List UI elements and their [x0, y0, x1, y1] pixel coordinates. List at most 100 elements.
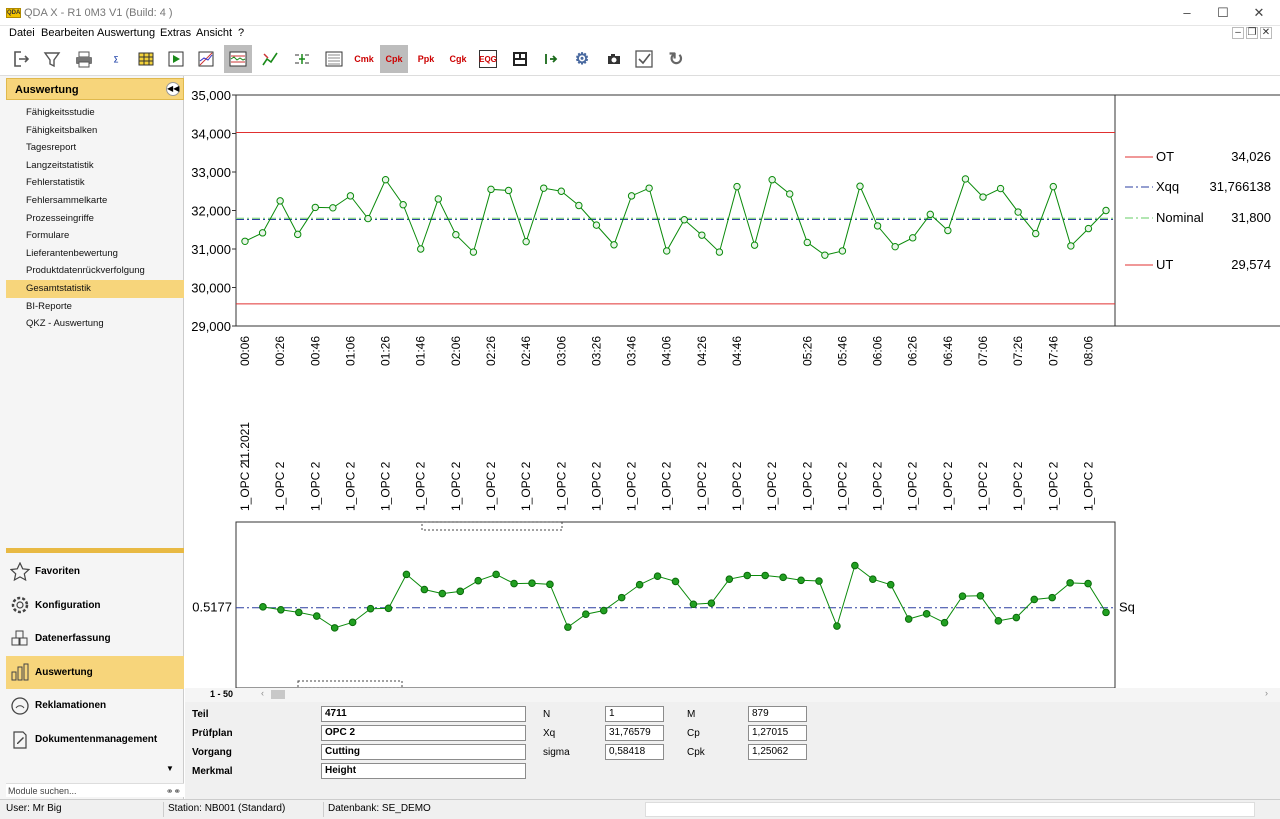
data-point: [750, 241, 759, 249]
data-point-2: [312, 612, 321, 620]
sidebar-item[interactable]: QKZ - Auswertung: [26, 318, 104, 330]
cmk-icon: Cmk: [354, 54, 374, 64]
scroll-right-icon[interactable]: ›: [1265, 688, 1268, 698]
menu-bearbeiten[interactable]: Bearbeiten: [41, 27, 95, 39]
menu-help[interactable]: ?: [238, 27, 245, 39]
data-point-2: [886, 580, 895, 589]
data-point: [1084, 224, 1093, 233]
sidebar-header: Auswertung ◀◀: [6, 78, 184, 100]
sidebar-item[interactable]: BI-Reporte: [26, 300, 72, 312]
sidebar-item[interactable]: Fähigkeitsstudie: [26, 107, 95, 118]
exit-button[interactable]: [6, 45, 34, 73]
y-tick-label: 31,000: [191, 242, 231, 257]
checkbox-button[interactable]: [630, 45, 658, 73]
eqg-button[interactable]: EQG: [474, 45, 502, 73]
sidebar-item[interactable]: Tagesreport: [26, 142, 77, 154]
filter-button[interactable]: [38, 45, 66, 73]
print-button[interactable]: [70, 45, 98, 73]
sidebar-item[interactable]: Formulare: [26, 230, 70, 242]
vorgang-field[interactable]: Cutting: [321, 744, 526, 760]
xq-field[interactable]: 31,76579: [605, 725, 664, 741]
export-button[interactable]: [536, 45, 564, 73]
cpk-button[interactable]: Cpk: [380, 45, 408, 73]
histogram-button[interactable]: [288, 45, 316, 73]
scroll-thumb[interactable]: [271, 690, 285, 699]
n-field[interactable]: 1: [605, 706, 664, 722]
teil-field[interactable]: 4711: [321, 706, 526, 722]
sidebar-item[interactable]: Langzeitstatistik: [26, 159, 94, 171]
minimize-button[interactable]: –: [1183, 5, 1191, 20]
chart-area: 35,000 34,000 33,000 32,000 31,000 30,000 29,0…: [185, 76, 1280, 799]
menu-auswertung[interactable]: Auswertung: [97, 27, 156, 39]
menu-datei[interactable]: Datei: [9, 27, 35, 39]
category-label: 1_OPC 2: [906, 461, 920, 511]
maximize-button[interactable]: ☐: [1217, 5, 1229, 20]
control-chart-button[interactable]: [224, 45, 252, 73]
collapse-icon[interactable]: ◀◀: [166, 82, 180, 96]
report-button[interactable]: [506, 45, 534, 73]
cp-field[interactable]: 1,27015: [748, 725, 807, 741]
settings-button[interactable]: ⚙: [568, 45, 596, 73]
data-point: [381, 176, 390, 184]
chart-button[interactable]: [192, 45, 220, 73]
x-tick-label: 06:46: [941, 336, 955, 366]
reference-value-label: 0.5177: [192, 600, 232, 615]
module-auswertung[interactable]: Auswertung: [6, 655, 184, 689]
document-icon: [9, 729, 31, 751]
mdi-close-icon[interactable]: ✕: [1260, 27, 1272, 39]
sidebar-item[interactable]: Fähigkeitsbalken: [26, 124, 98, 136]
chart2-selection-top: [421, 521, 563, 531]
close-button[interactable]: ✕: [1253, 5, 1265, 20]
menu-ansicht[interactable]: Ansicht: [196, 27, 233, 39]
module-dropdown-icon[interactable]: ▼: [166, 764, 174, 773]
sidebar-item[interactable]: Produktdatenrückverfolgung: [26, 265, 145, 277]
data-point: [1049, 182, 1057, 191]
value-chart-button[interactable]: [320, 45, 348, 73]
sidebar-item[interactable]: Gesamtstatistik: [6, 279, 184, 298]
x-tick-label: 00:26: [273, 336, 287, 366]
pruefplan-field[interactable]: OPC 2: [321, 725, 526, 741]
camera-button[interactable]: [600, 45, 628, 73]
sidebar-item[interactable]: Fehlersammelkarte: [26, 194, 108, 206]
data-point: [627, 192, 636, 200]
module-reklamationen[interactable]: Reklamationen: [6, 689, 184, 722]
mdi-restore-icon[interactable]: ❐: [1246, 27, 1258, 39]
scrollbar[interactable]: 1 - 50 ‹ ›: [185, 688, 1280, 702]
y-tick-label: 35,000: [191, 88, 231, 103]
sidebar-item[interactable]: Prozesseingriffe: [26, 212, 94, 224]
cmk-button[interactable]: Cmk: [350, 45, 378, 73]
cgk-button[interactable]: Cgk: [444, 45, 472, 73]
merkmal-field[interactable]: Height: [321, 763, 526, 779]
data-point: [768, 176, 776, 184]
data-point-2: [1084, 579, 1092, 588]
module-favoriten[interactable]: Favoriten: [6, 555, 184, 588]
table-button[interactable]: [132, 45, 160, 73]
sigma-field[interactable]: 0,58418: [605, 744, 664, 760]
refresh-button[interactable]: ↻: [662, 45, 690, 73]
category-label: 1_OPC 2: [941, 461, 955, 511]
x-tick-label: 03:26: [589, 336, 603, 366]
ppk-button[interactable]: Ppk: [412, 45, 440, 73]
binoculars-icon[interactable]: ⚭⚭: [165, 786, 181, 796]
m-field[interactable]: 879: [748, 706, 807, 722]
x-tick-label: 03:46: [625, 336, 639, 366]
sidebar-item[interactable]: Lieferantenbewertung: [26, 247, 118, 259]
data-point-2: [994, 617, 1003, 625]
play-button[interactable]: [162, 45, 190, 73]
menu-extras[interactable]: Extras: [160, 27, 192, 39]
mdi-minimize-icon[interactable]: –: [1232, 27, 1244, 39]
sidebar-item[interactable]: Fehlerstatistik: [26, 177, 85, 189]
data-point-2: [743, 571, 752, 580]
cpk-field[interactable]: 1,25062: [748, 744, 807, 760]
x-tick-label: 08:06: [1081, 336, 1095, 366]
run-chart-button[interactable]: [256, 45, 284, 73]
data-point-2: [492, 570, 500, 579]
module-dokumentenmanagement[interactable]: Dokumentenmanagement: [6, 723, 184, 756]
module-search-input[interactable]: Module suchen... ⚭⚭: [6, 783, 184, 797]
chart-icon: [197, 50, 215, 68]
module-konfiguration[interactable]: Konfiguration: [6, 589, 184, 622]
module-datenerfassung[interactable]: Datenerfassung: [6, 622, 184, 655]
data-button[interactable]: ∑: [102, 45, 130, 73]
scroll-left-icon[interactable]: ‹: [261, 688, 264, 698]
y-tick-label: 30,000: [191, 281, 231, 296]
